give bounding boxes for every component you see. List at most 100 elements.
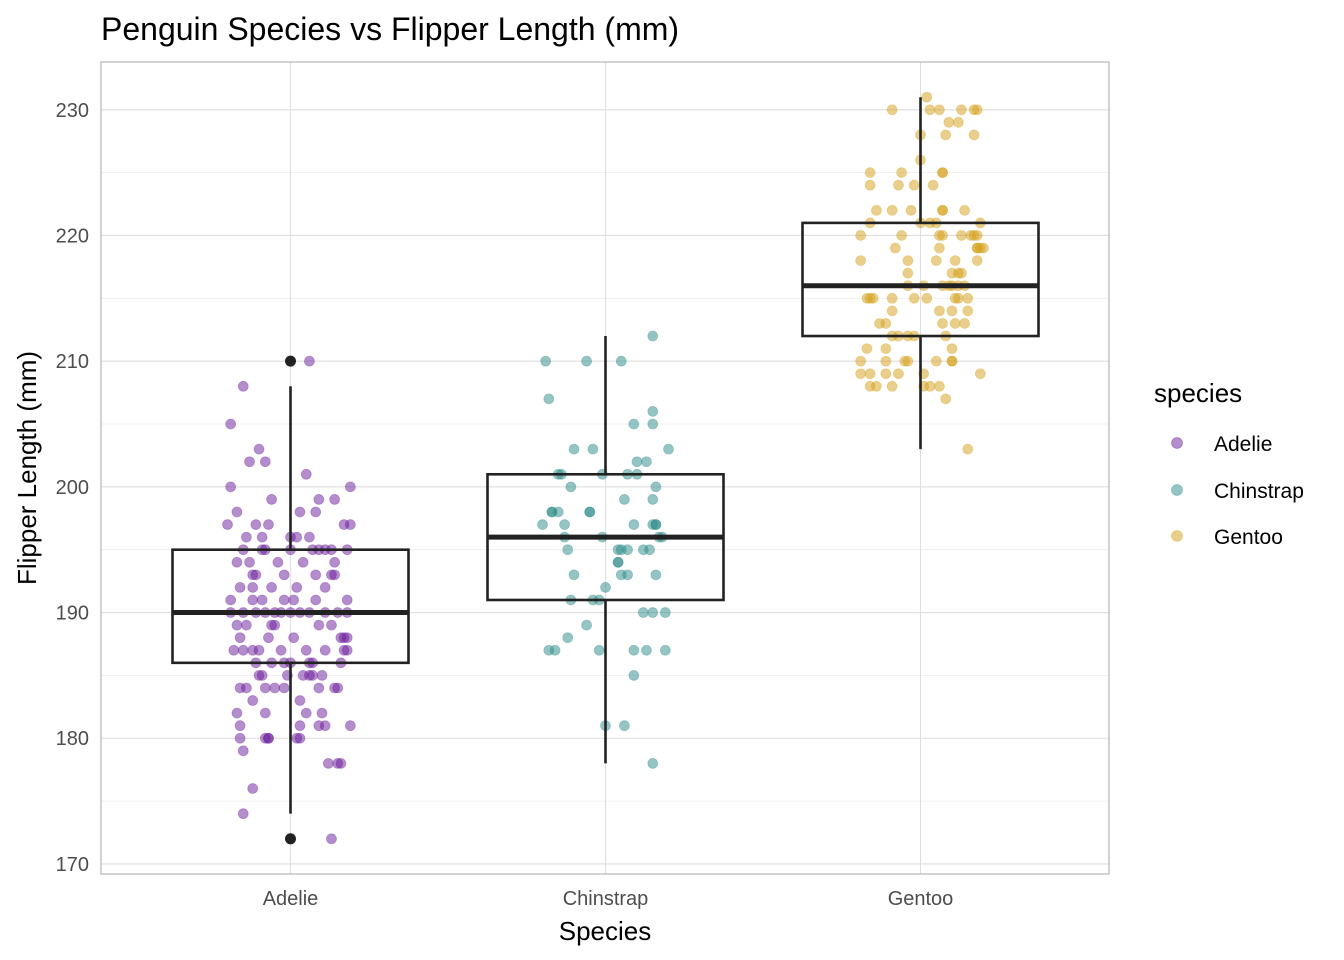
data-point	[889, 242, 901, 254]
data-point	[313, 682, 325, 694]
data-point	[581, 355, 592, 367]
data-point	[250, 569, 262, 581]
data-point	[234, 720, 246, 732]
y-axis-ticks: 170 180 190 200 210 220 230	[56, 100, 89, 876]
data-point	[300, 468, 312, 480]
data-point	[263, 519, 274, 530]
data-point	[225, 594, 237, 606]
data-point	[880, 368, 892, 380]
data-point	[924, 380, 936, 392]
data-point	[228, 644, 240, 656]
data-point	[247, 783, 259, 794]
data-point	[313, 494, 325, 505]
data-point	[322, 757, 334, 769]
data-point	[962, 443, 974, 455]
data-point	[272, 556, 284, 568]
y-tick-label: 180	[56, 728, 89, 750]
data-point	[896, 167, 907, 179]
data-point	[247, 594, 259, 606]
legend-items: Adelie Chinstrap Gentoo	[1171, 433, 1304, 549]
data-point	[587, 443, 599, 455]
data-point	[952, 267, 964, 279]
y-axis-title: Flipper Length (mm)	[12, 351, 42, 585]
data-point	[344, 481, 356, 493]
data-point	[968, 129, 980, 141]
data-point	[647, 757, 659, 769]
data-point	[631, 456, 643, 468]
data-point	[247, 695, 259, 706]
data-point	[956, 230, 967, 241]
data-point	[316, 669, 328, 681]
x-axis-title: Species	[559, 916, 652, 946]
data-point	[222, 519, 233, 530]
data-point	[855, 230, 867, 241]
data-point	[259, 732, 271, 744]
data-point	[300, 707, 312, 719]
data-point	[278, 569, 290, 581]
x-tick-label: Gentoo	[888, 888, 954, 910]
data-point	[971, 230, 983, 241]
data-point	[628, 644, 640, 656]
data-point	[234, 632, 246, 644]
data-point	[263, 632, 274, 644]
data-point	[240, 682, 252, 694]
data-point	[300, 644, 312, 656]
data-point	[971, 255, 983, 267]
data-point	[659, 607, 671, 618]
data-point	[940, 393, 952, 405]
data-point	[908, 292, 920, 304]
data-point	[237, 644, 249, 656]
data-point	[540, 355, 552, 367]
data-point	[565, 481, 577, 493]
data-point	[893, 179, 904, 191]
data-point	[962, 305, 974, 317]
data-point	[886, 292, 898, 304]
data-point	[647, 418, 659, 430]
data-point	[978, 242, 989, 254]
data-point	[244, 456, 255, 468]
x-axis-ticks: Adelie Chinstrap Gentoo	[263, 888, 954, 910]
y-tick-label: 220	[56, 225, 89, 247]
data-point	[612, 556, 624, 568]
data-point	[871, 380, 882, 392]
data-point	[341, 632, 353, 644]
data-point	[937, 167, 948, 179]
y-tick-label: 170	[56, 854, 89, 876]
data-point	[231, 619, 243, 631]
data-point	[256, 594, 268, 606]
data-point	[934, 380, 945, 392]
data-point	[259, 707, 271, 719]
legend-label: Chinstrap	[1214, 480, 1304, 503]
data-point	[924, 104, 936, 116]
data-point	[946, 355, 958, 367]
data-point	[952, 292, 964, 304]
data-point	[647, 494, 659, 505]
data-point	[930, 355, 942, 367]
data-point	[256, 531, 268, 543]
data-point	[880, 343, 892, 354]
data-point	[937, 204, 948, 216]
data-point	[256, 669, 268, 681]
legend: species Adelie Chinstrap Gentoo	[1154, 378, 1304, 549]
jitter-points	[222, 91, 989, 845]
data-point	[326, 833, 337, 845]
data-point	[537, 519, 548, 530]
data-point	[237, 808, 249, 820]
data-point	[546, 506, 558, 518]
data-point	[562, 544, 574, 556]
data-point	[581, 619, 592, 631]
data-point	[332, 682, 344, 694]
data-point	[864, 167, 876, 179]
data-point	[619, 720, 630, 732]
data-point	[297, 556, 309, 568]
legend-key	[1171, 530, 1183, 542]
legend-key	[1171, 484, 1183, 496]
data-point	[886, 204, 898, 216]
data-point	[659, 644, 671, 656]
data-point	[600, 582, 611, 593]
data-point	[974, 368, 986, 380]
data-point	[959, 318, 970, 329]
data-point	[874, 318, 885, 329]
data-point	[864, 179, 876, 191]
data-point	[952, 116, 964, 128]
